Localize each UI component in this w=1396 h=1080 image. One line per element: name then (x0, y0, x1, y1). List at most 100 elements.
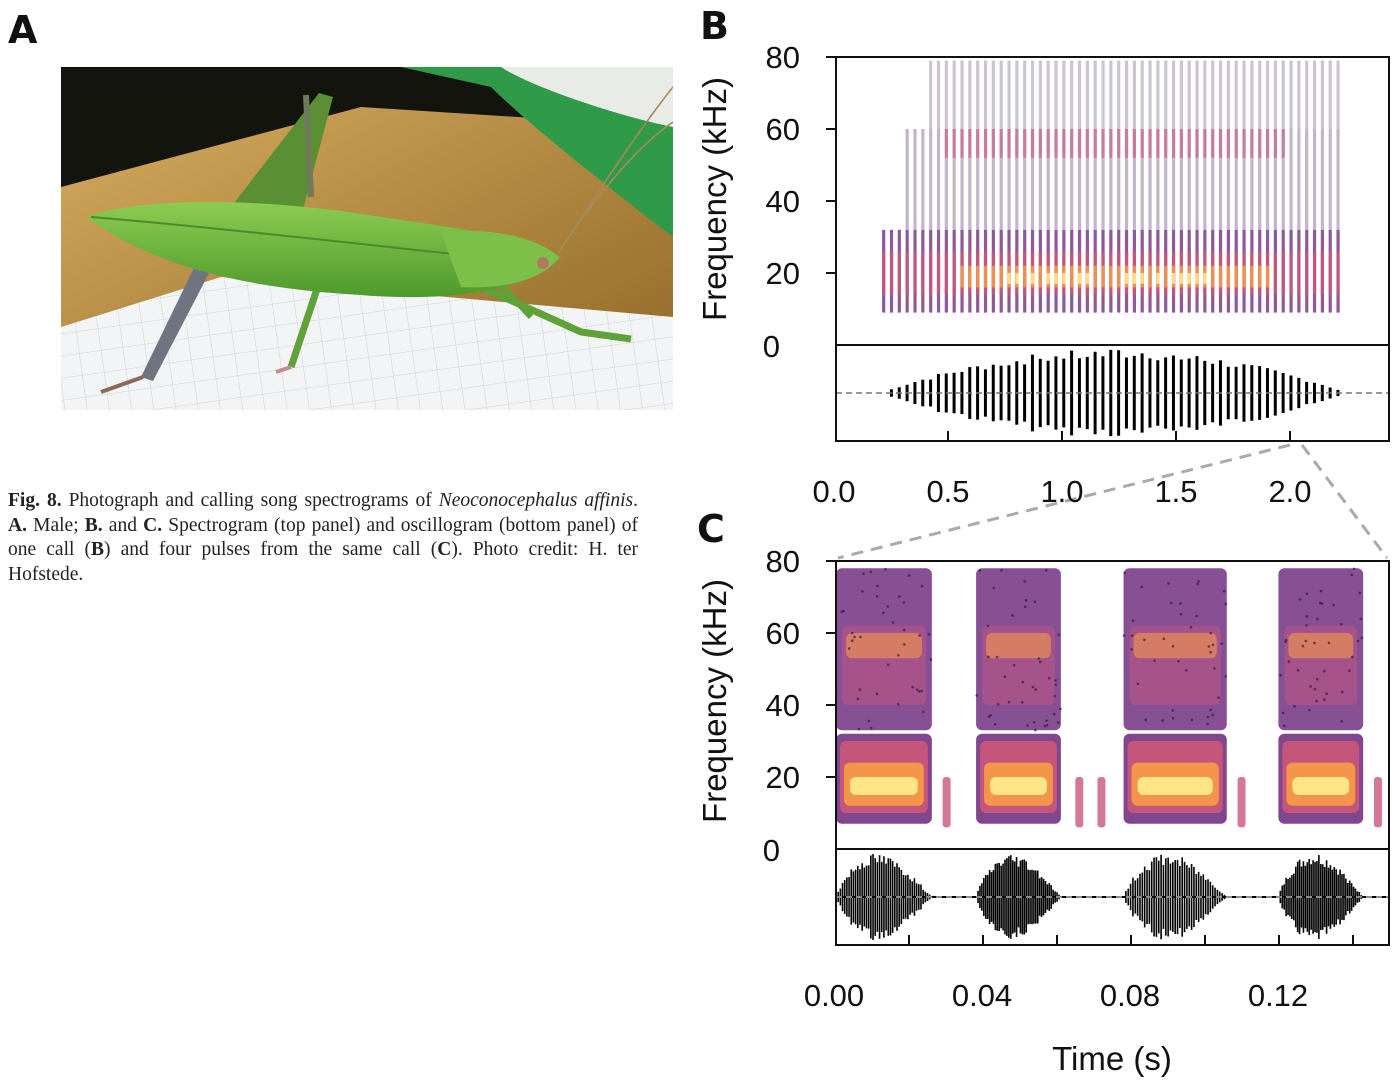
spectrogram-c-speckle (918, 690, 921, 693)
spectrogram-c-speckle (1332, 603, 1335, 607)
spectrogram-c-speckle (1122, 634, 1126, 637)
spectrogram-b-band (1093, 129, 1097, 158)
spectrogram-c-speckle (1024, 598, 1028, 602)
spectrogram-b-band (1023, 129, 1027, 158)
spectrogram-c-speckle (1057, 721, 1060, 724)
spectrogram-b-band (913, 251, 917, 295)
spectrogram-b-band (1218, 265, 1223, 288)
spectrogram-b-band (1109, 60, 1113, 129)
zoom-guide-left (837, 443, 1291, 560)
spectrogram-b-band (1062, 273, 1066, 284)
spectrogram-b-band (1046, 273, 1050, 284)
spectrogram-b-band (968, 129, 972, 230)
spectrogram-b-band (1156, 273, 1160, 284)
spectrogram-b-band (952, 251, 956, 295)
spectrogram-b-band (968, 129, 972, 158)
spectrogram-b-band (1218, 129, 1223, 158)
spectrogram-b-band (1077, 273, 1082, 284)
spectrogram-b-band (1226, 129, 1230, 230)
spectrogram-b-band (1273, 129, 1277, 230)
spectrogram-b-band (1265, 129, 1270, 158)
spectrogram-b-band (1234, 129, 1238, 158)
spectrogram-b-band (1046, 129, 1050, 158)
spectrogram-b-band (1171, 60, 1176, 129)
spectrogram-c-speckle (1339, 622, 1343, 626)
spectrogram-b-band (1101, 60, 1105, 129)
spectrogram-b-band (1046, 60, 1050, 129)
spectrogram-c-speckle (1327, 641, 1331, 645)
spectrogram-c-speckle (1032, 721, 1036, 724)
spectrogram-b-band (1101, 265, 1105, 288)
spectrogram-c-speckle (1131, 619, 1135, 623)
spectrogram-c-speckle (1325, 692, 1328, 696)
spectrogram-b-band (1101, 129, 1105, 230)
spectrogram-c-speckle (1224, 602, 1228, 606)
spectrogram-c-speckle (1003, 675, 1007, 679)
spectrogram-b-band (1038, 265, 1042, 288)
spectrogram-c-band (846, 633, 922, 659)
spectrogram-b-band (1117, 265, 1121, 288)
spectrogram-b-band (1030, 129, 1035, 230)
spectrogram-c-speckle (1057, 633, 1061, 637)
spectrogram-c-speckle (1153, 659, 1156, 662)
xtick-b-2: 1.0 (1040, 474, 1083, 509)
spectrogram-b-band (1258, 129, 1262, 158)
spectrogram-b-band (1281, 251, 1285, 295)
spectrogram-c-speckle (1301, 644, 1305, 648)
spectrogram-c-speckle (1340, 690, 1344, 694)
spectrogram-b-band (1117, 129, 1121, 230)
spectrogram-b-band (1242, 129, 1246, 158)
spectrogram-b-band (1085, 129, 1089, 158)
spectrogram-b-band (1273, 251, 1277, 295)
spectrogram-b-band (1132, 129, 1136, 230)
spectrogram-c-speckle (1171, 644, 1175, 648)
caption-text-5: ). Photo credit: H. ter Hofstede. (8, 539, 638, 585)
spectrogram-b-band (1156, 129, 1160, 158)
spectrogram-b-band (1038, 129, 1042, 158)
spectrogram-b-band (936, 251, 941, 295)
caption-and-text: and (102, 514, 144, 536)
spectrogram-b-band (1265, 265, 1270, 288)
spectrogram-b-band (1195, 273, 1199, 284)
spectrogram-b-band (991, 265, 995, 288)
oscillogram-b (836, 349, 1389, 437)
spectrogram-b-band (1211, 265, 1215, 288)
spectrogram-b-band (1336, 129, 1340, 230)
spectrogram-c-speckle (1197, 580, 1200, 583)
oscillogram-c (836, 854, 1389, 940)
spectrogram-c-speckle (1034, 688, 1038, 691)
spectrogram-b-band (1117, 129, 1121, 158)
spectrogram-c-speckle (903, 643, 906, 646)
spectrogram-b-band (1030, 129, 1035, 158)
caption-text-1: Photograph and calling song spectrograms… (61, 490, 439, 511)
spectrogram-b-band (1062, 129, 1066, 230)
spectrogram-c-speckle (1140, 585, 1144, 589)
spectrogram-c-speckle (869, 726, 873, 730)
spectrogram-c-noise (1097, 777, 1106, 828)
spectrogram-c-speckle (1211, 643, 1215, 647)
panel-label-a: A (8, 8, 38, 52)
spectrogram-b-band (1179, 129, 1183, 158)
spectrogram-c-speckle (921, 710, 925, 714)
spectrogram-b-band (976, 129, 980, 158)
spectrogram-c-speckle (1179, 602, 1182, 605)
spectrogram-b-band (897, 251, 901, 295)
spectrogram-c-speckle (858, 688, 862, 691)
spectrogram-c-speckle (1222, 589, 1226, 593)
spectrogram-c-speckle (987, 655, 990, 659)
spectrogram-b-band (1289, 60, 1293, 129)
spectrogram-b-band (1124, 129, 1129, 230)
spectrogram-c-speckle (1309, 685, 1312, 688)
spectrogram-b-band (1187, 129, 1191, 230)
spectrogram-b-band (1030, 60, 1035, 129)
spectrogram-b-band (1211, 129, 1215, 158)
spectrogram-b-band (889, 251, 894, 295)
spectrogram-b-band (921, 129, 925, 230)
spectrogram-c-speckle (1047, 676, 1051, 680)
spectrogram-c-speckle (856, 697, 860, 700)
spectrogram-b-band (1140, 129, 1144, 158)
spectrogram-c-speckle (993, 722, 997, 726)
spectrogram-c-band (1288, 633, 1354, 659)
spectrogram-b-band (1195, 129, 1199, 158)
